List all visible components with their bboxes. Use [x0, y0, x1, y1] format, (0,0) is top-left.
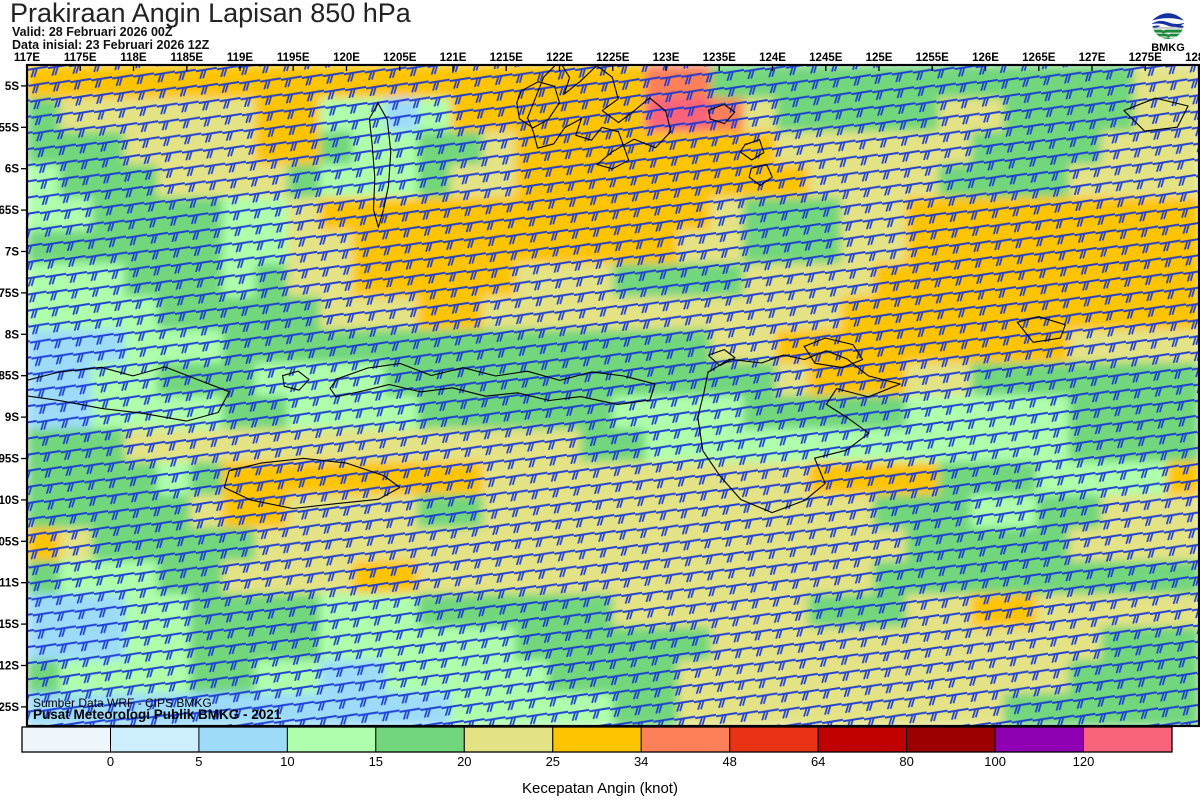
svg-text:1205E: 1205E: [383, 52, 417, 64]
svg-text:8S: 8S: [5, 329, 19, 341]
svg-text:1185E: 1185E: [170, 52, 203, 64]
svg-text:1265E: 1265E: [1022, 52, 1056, 64]
svg-text:34: 34: [634, 754, 648, 769]
svg-text:1235E: 1235E: [703, 52, 737, 64]
svg-text:1255E: 1255E: [916, 52, 950, 64]
svg-text:10: 10: [280, 754, 294, 769]
svg-text:126E: 126E: [972, 52, 999, 64]
svg-text:5S: 5S: [5, 81, 19, 93]
svg-text:120: 120: [1073, 754, 1095, 769]
svg-text:75S: 75S: [0, 288, 19, 300]
svg-text:48: 48: [722, 754, 736, 769]
svg-text:80: 80: [899, 754, 913, 769]
svg-text:100: 100: [984, 754, 1006, 769]
svg-text:64: 64: [811, 754, 825, 769]
svg-text:123E: 123E: [653, 52, 680, 64]
svg-text:95S: 95S: [0, 454, 19, 466]
svg-text:20: 20: [457, 754, 471, 769]
svg-text:12S: 12S: [0, 661, 19, 673]
svg-text:65S: 65S: [0, 205, 19, 217]
svg-text:119E: 119E: [227, 52, 254, 64]
svg-text:BMKG: BMKG: [1151, 42, 1185, 54]
svg-text:1245E: 1245E: [809, 52, 843, 64]
svg-text:115S: 115S: [0, 619, 19, 631]
svg-text:128E: 128E: [1185, 52, 1200, 64]
svg-text:1215E: 1215E: [490, 52, 524, 64]
svg-text:1195E: 1195E: [277, 52, 310, 64]
svg-text:7S: 7S: [5, 247, 19, 259]
svg-text:85S: 85S: [0, 371, 19, 383]
svg-text:55S: 55S: [0, 122, 19, 134]
svg-text:25: 25: [546, 754, 560, 769]
svg-text:121E: 121E: [440, 52, 467, 64]
svg-text:120E: 120E: [333, 52, 360, 64]
svg-text:127E: 127E: [1079, 52, 1106, 64]
svg-text:117E: 117E: [14, 52, 41, 64]
svg-text:122E: 122E: [546, 52, 573, 64]
svg-text:9S: 9S: [5, 412, 19, 424]
svg-text:15: 15: [369, 754, 383, 769]
svg-text:Kecepatan Angin (knot): Kecepatan Angin (knot): [522, 780, 678, 797]
svg-text:1175E: 1175E: [64, 52, 97, 64]
svg-text:11S: 11S: [0, 578, 19, 590]
svg-text:124E: 124E: [759, 52, 786, 64]
svg-text:1225E: 1225E: [596, 52, 630, 64]
svg-text:125E: 125E: [866, 52, 893, 64]
svg-text:105S: 105S: [0, 536, 19, 548]
svg-text:118E: 118E: [120, 52, 147, 64]
svg-text:6S: 6S: [5, 164, 19, 176]
svg-text:Pusat Meteorologi Publik BMKG: Pusat Meteorologi Publik BMKG - 2021: [33, 707, 282, 722]
svg-text:5: 5: [195, 754, 202, 769]
svg-text:0: 0: [107, 754, 114, 769]
svg-text:10S: 10S: [0, 495, 19, 507]
